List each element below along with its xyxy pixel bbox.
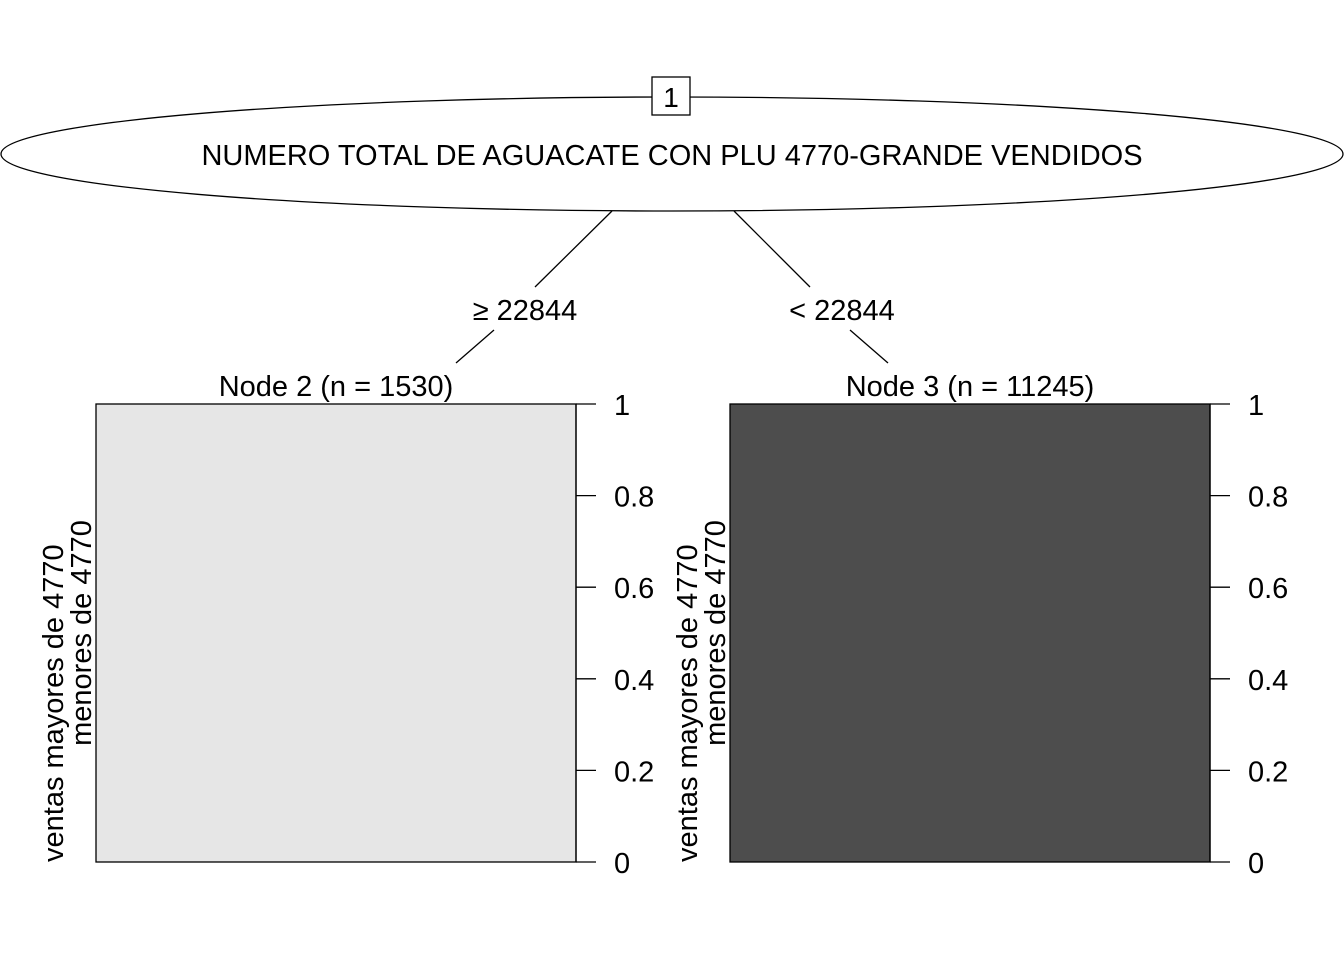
- y-tick-label: 0.6: [614, 573, 654, 605]
- level-label: menores de 4770: [700, 520, 732, 746]
- level-label: menores de 4770: [66, 520, 98, 746]
- y-tick-label: 0: [614, 848, 630, 880]
- bar: [95, 403, 577, 863]
- edge-line-right-lower: [849, 329, 889, 364]
- y-tick-label: 0: [1248, 848, 1264, 880]
- edge-line-right: [733, 210, 811, 288]
- y-tick-label: 0.2: [1248, 756, 1288, 788]
- level-label: ventas mayores de 4770: [672, 544, 704, 862]
- edge-line-left: [534, 210, 613, 288]
- y-tick-label: 1: [614, 390, 630, 422]
- root-node-label: NUMERO TOTAL DE AGUACATE CON PLU 4770-GR…: [201, 140, 1142, 172]
- bar: [729, 403, 1211, 863]
- root-node-id: 1: [663, 82, 679, 113]
- y-tick-label: 0.4: [614, 665, 654, 697]
- node-title: Node 3 (n = 11245): [846, 371, 1095, 403]
- node-title: Node 2 (n = 1530): [219, 371, 454, 403]
- level-label: ventas mayores de 4770: [38, 544, 70, 862]
- y-tick-label: 1: [1248, 390, 1264, 422]
- root-node-id-box: [651, 76, 691, 116]
- y-tick-label: 0.2: [614, 756, 654, 788]
- y-tick-label: 0.4: [1248, 665, 1288, 697]
- edge-label-left: ≥ 22844: [473, 295, 578, 327]
- edge-line-left-lower: [455, 329, 495, 364]
- y-tick-label: 0.8: [614, 482, 654, 514]
- y-tick-label: 0.6: [1248, 573, 1288, 605]
- edge-label-right: < 22844: [789, 295, 895, 327]
- y-tick-label: 0.8: [1248, 482, 1288, 514]
